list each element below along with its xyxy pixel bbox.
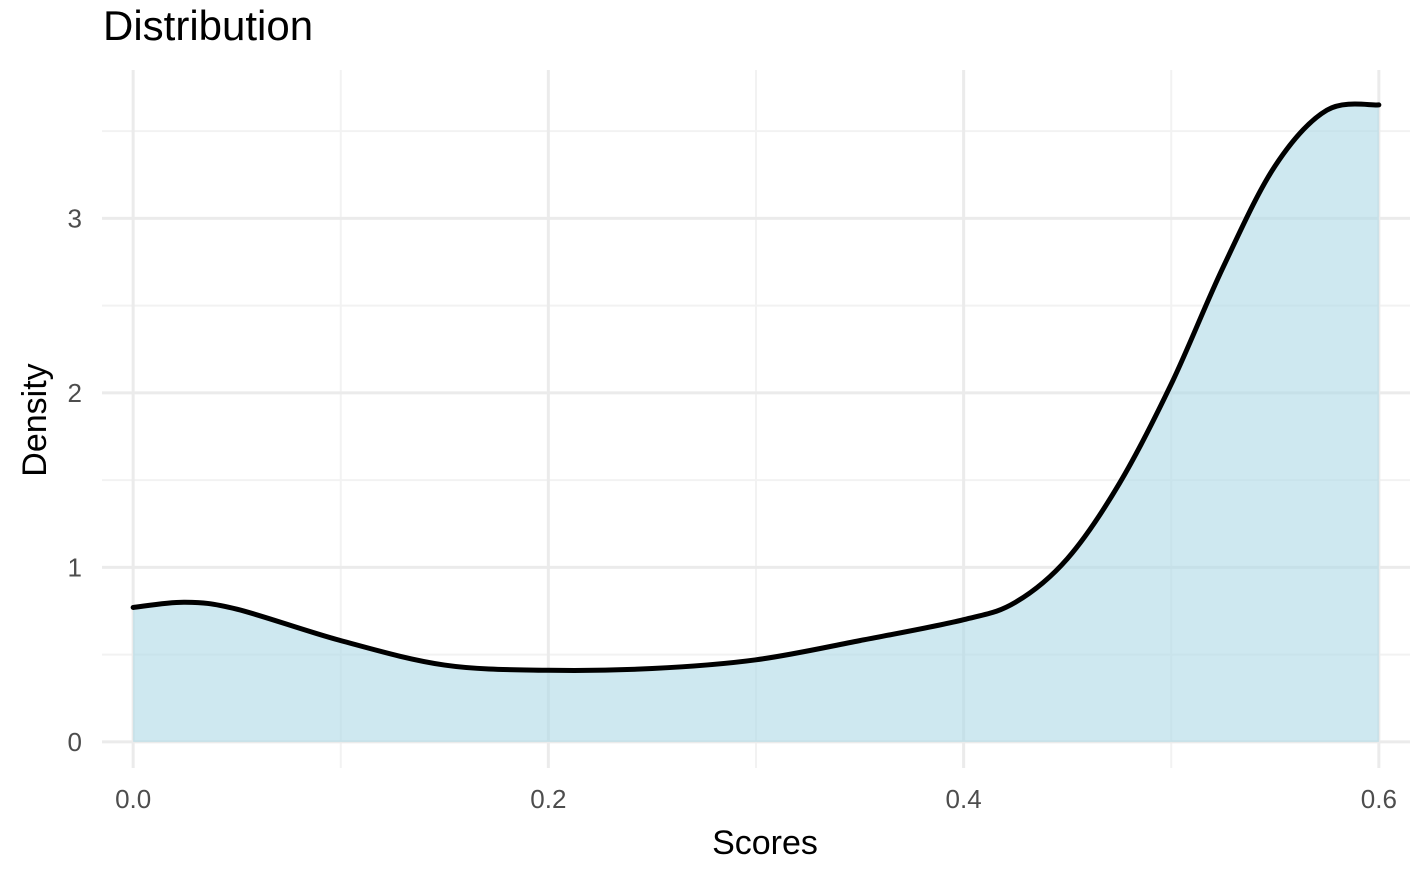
x-axis-tick-labels: 0.0 0.2 0.4 0.6: [115, 784, 1397, 814]
x-tick-label: 0.0: [115, 784, 151, 814]
x-tick-label: 0.2: [530, 784, 566, 814]
y-tick-label: 0: [68, 727, 82, 757]
y-tick-label: 3: [68, 203, 82, 233]
y-tick-label: 1: [68, 552, 82, 582]
y-axis-tick-labels: 0 1 2 3: [68, 203, 82, 757]
density-area: [130, 101, 1382, 742]
x-axis-title: Scores: [712, 824, 818, 862]
chart-title: Distribution: [103, 2, 313, 49]
density-line: [130, 101, 1382, 673]
y-axis-title: Density: [16, 363, 54, 476]
x-tick-label: 0.6: [1361, 784, 1397, 814]
density-fill: [133, 104, 1379, 742]
x-tick-label: 0.4: [946, 784, 982, 814]
y-tick-label: 2: [68, 378, 82, 408]
